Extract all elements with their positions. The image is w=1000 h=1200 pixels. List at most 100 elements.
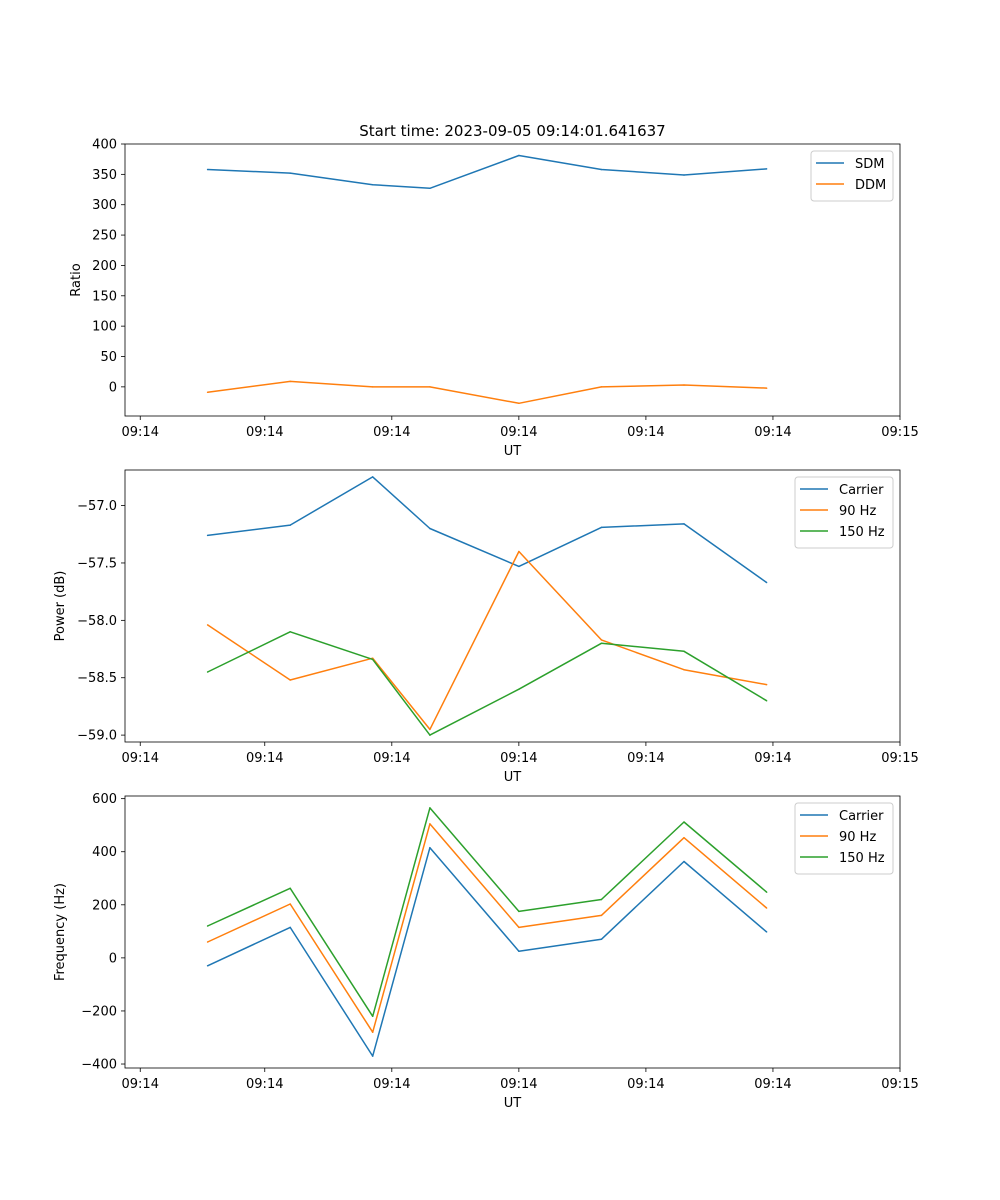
y-tick-label: −58.5 xyxy=(77,671,117,686)
axes-frame xyxy=(124,795,901,1069)
data-point xyxy=(206,391,209,394)
x-axis-label: UT xyxy=(504,1096,522,1111)
data-point xyxy=(518,910,520,913)
x-tick-label: 09:14 xyxy=(754,1077,791,1092)
data-point xyxy=(518,565,520,568)
data-point xyxy=(765,168,768,170)
x-tick-label: 09:14 xyxy=(627,751,664,766)
figure-title: Start time: 2023-09-05 09:14:01.641637 xyxy=(359,122,665,140)
data-point xyxy=(429,807,431,809)
data-point xyxy=(206,168,209,171)
x-tick-label: 09:14 xyxy=(246,1077,283,1092)
data-point xyxy=(683,174,685,176)
y-tick-label: −400 xyxy=(81,1058,117,1073)
legend-entry: 90 Hz xyxy=(839,504,876,519)
y-tick-label: 200 xyxy=(92,259,117,274)
x-tick-label: 09:15 xyxy=(881,425,918,440)
x-tick-label: 09:14 xyxy=(500,425,537,440)
legend: Carrier 90 Hz 150 Hz xyxy=(794,476,894,549)
data-point xyxy=(289,679,291,681)
y-tick-label: −57.0 xyxy=(77,499,117,514)
y-tick-label: 350 xyxy=(92,168,117,183)
x-axis-label: UT xyxy=(504,770,522,785)
x-tick-label: 09:14 xyxy=(373,751,410,766)
series-line-ddm xyxy=(207,380,767,405)
x-tick-label: 09:14 xyxy=(754,751,791,766)
y-tick-label: 400 xyxy=(92,138,117,153)
legend: SDM DDM xyxy=(810,150,894,202)
legend-entry: DDM xyxy=(855,178,886,193)
series-line-150-hz xyxy=(207,631,767,736)
data-point xyxy=(600,639,603,641)
x-tick-label: 09:14 xyxy=(627,425,664,440)
data-point xyxy=(600,938,603,941)
data-point xyxy=(683,836,685,839)
data-point xyxy=(683,860,685,863)
data-point xyxy=(289,172,291,174)
legend-entry: 150 Hz xyxy=(839,851,885,866)
data-point xyxy=(600,526,603,529)
series-line-carrier xyxy=(207,476,768,584)
y-tick-label: 50 xyxy=(100,350,117,365)
data-point xyxy=(371,1031,374,1033)
data-point xyxy=(683,523,685,525)
x-tick-label: 09:14 xyxy=(754,425,791,440)
data-point xyxy=(289,887,291,890)
data-point xyxy=(765,387,768,389)
data-point xyxy=(683,668,685,671)
data-point xyxy=(429,846,431,849)
legend-entry: Carrier xyxy=(839,809,884,824)
legend-entry: Carrier xyxy=(839,483,884,498)
y-axis-label: Ratio xyxy=(69,263,84,296)
x-tick-label: 09:14 xyxy=(500,1077,537,1092)
series-line-150-hz xyxy=(207,807,768,1018)
y-tick-label: 150 xyxy=(92,289,117,304)
data-point xyxy=(429,187,431,190)
data-point xyxy=(518,950,520,952)
data-point xyxy=(518,154,520,157)
y-tick-label: 0 xyxy=(109,380,117,395)
x-tick-label: 09:15 xyxy=(881,1077,918,1092)
data-point xyxy=(600,914,603,917)
axes-frame xyxy=(124,143,901,417)
series-line-carrier xyxy=(207,846,768,1057)
series-line-sdm xyxy=(207,154,767,190)
subplot-ratio: 09:14 09:14 09:14 09:14 09:14 09:14 09:15 0 50 10… xyxy=(69,138,919,460)
data-point xyxy=(429,728,431,731)
axes-frame xyxy=(124,469,901,743)
series-line-90-hz xyxy=(207,550,767,731)
data-point xyxy=(765,931,768,933)
data-point xyxy=(206,534,209,537)
data-point xyxy=(683,650,685,653)
data-point xyxy=(765,907,768,909)
legend-entry: 150 Hz xyxy=(839,525,885,540)
data-point xyxy=(289,631,291,633)
y-tick-label: −200 xyxy=(81,1004,117,1019)
subplot-frequency: 09:14 09:14 09:14 09:14 09:14 09:14 09:15 −400 −… xyxy=(53,792,919,1111)
y-tick-label: 0 xyxy=(109,951,117,966)
data-point xyxy=(371,183,374,186)
data-point xyxy=(206,941,209,943)
y-tick-label: 250 xyxy=(92,229,117,244)
data-point xyxy=(765,683,768,686)
y-tick-label: 600 xyxy=(92,792,117,807)
data-point xyxy=(371,386,374,388)
data-point xyxy=(683,821,685,823)
x-tick-label: 09:14 xyxy=(246,425,283,440)
x-axis-label: UT xyxy=(504,444,522,459)
x-tick-label: 09:14 xyxy=(373,425,410,440)
x-tick-label: 09:14 xyxy=(373,1077,410,1092)
y-tick-label: 200 xyxy=(92,898,117,913)
series-line-90-hz xyxy=(207,823,768,1033)
data-point xyxy=(206,925,209,927)
data-point xyxy=(206,965,209,967)
data-point xyxy=(600,386,603,388)
data-point xyxy=(765,581,768,584)
data-point xyxy=(429,386,431,388)
x-tick-label: 09:14 xyxy=(500,751,537,766)
data-point xyxy=(371,1015,374,1018)
legend: Carrier 90 Hz 150 Hz xyxy=(794,802,894,875)
y-tick-label: 100 xyxy=(92,320,117,335)
data-point xyxy=(765,891,768,893)
data-point xyxy=(429,823,431,825)
